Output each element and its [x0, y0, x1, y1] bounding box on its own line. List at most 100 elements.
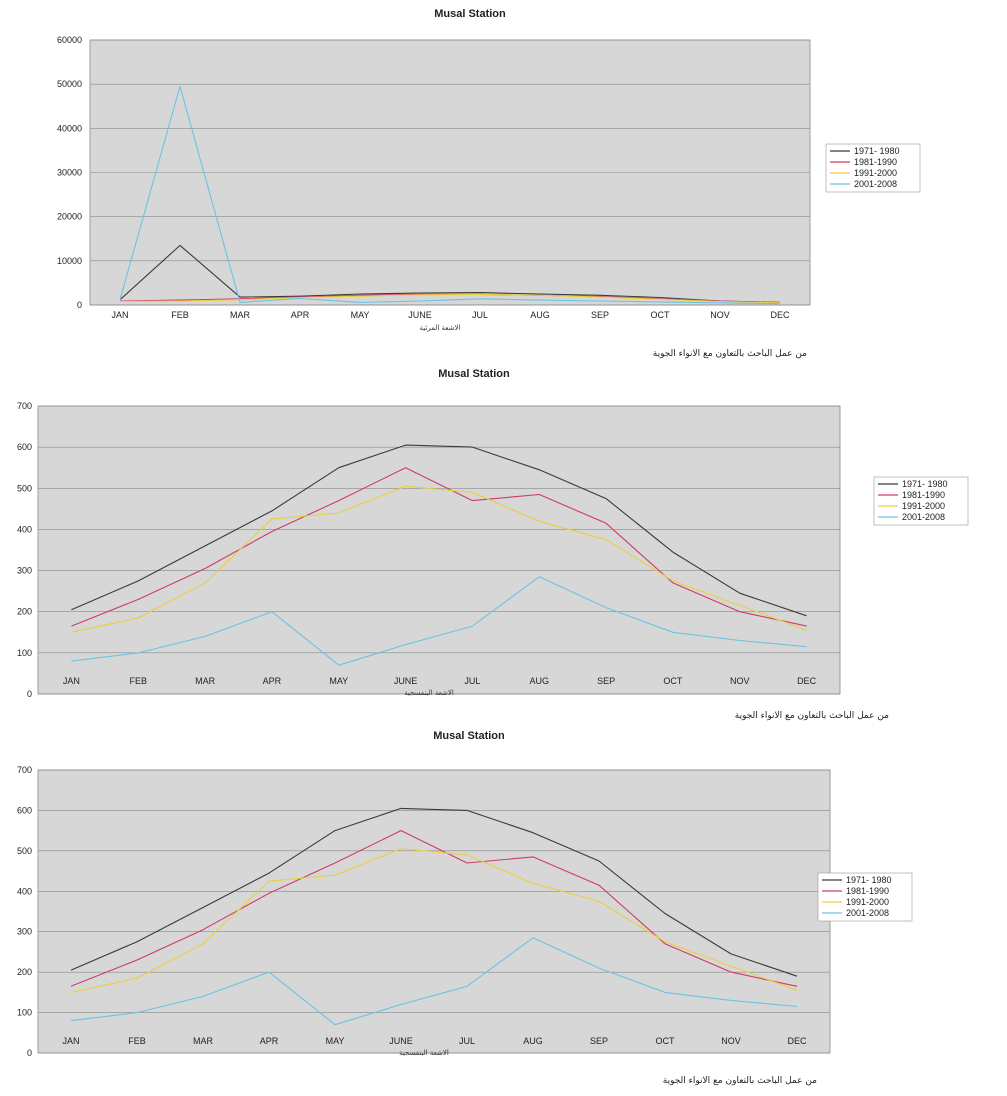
legend-label: 1971- 1980 [846, 875, 892, 885]
x-tick-label: JUNE [389, 1036, 413, 1046]
x-tick-label: JAN [63, 676, 80, 686]
x-tick-label: JUNE [394, 676, 418, 686]
y-tick-label: 20000 [57, 212, 82, 222]
x-tick-label: MAR [193, 1036, 214, 1046]
x-tick-label: NOV [721, 1036, 741, 1046]
y-tick-label: 0 [27, 1048, 32, 1058]
series-line [70, 848, 798, 993]
x-tick-label: APR [291, 310, 310, 320]
legend-label: 1981-1990 [846, 886, 889, 896]
x-tick-label: APR [263, 676, 282, 686]
chart-title: Musal Station [434, 8, 506, 20]
x-tick-label: JAN [111, 310, 128, 320]
y-tick-label: 30000 [57, 168, 82, 178]
series-line [70, 937, 798, 1026]
x-tick-label: APR [260, 1036, 279, 1046]
x-tick-label: NOV [730, 676, 750, 686]
series-line [71, 444, 807, 617]
series-line [70, 830, 798, 987]
x-tick-label: JAN [62, 1036, 79, 1046]
y-tick-label: 700 [17, 401, 32, 411]
x-tick-label: JUL [464, 676, 480, 686]
x-axis-label: الاشعة البنفسجية [399, 1049, 449, 1057]
x-tick-label: MAY [326, 1036, 345, 1046]
legend-label: 1981-1990 [902, 490, 945, 500]
legend-label: 1991-2000 [846, 897, 889, 907]
x-tick-label: MAR [195, 676, 216, 686]
series-line [119, 293, 781, 304]
x-axis-label: الاشعة البنفسجية [404, 689, 454, 697]
legend-label: 1981-1990 [854, 157, 897, 167]
y-tick-label: 0 [27, 689, 32, 699]
y-tick-label: 10000 [57, 256, 82, 266]
chart-panel-2: Musal Station 0 100 200 300 400 500 600 700 JAN FE… [0, 362, 1007, 724]
y-tick-label: 300 [17, 566, 32, 576]
chart-3: Musal Station 0 100 200 300 400 500 600 700 JAN FE… [17, 730, 913, 1058]
x-tick-label: SEP [597, 676, 615, 686]
x-tick-label: DEC [797, 676, 817, 686]
x-tick-label: OCT [663, 676, 683, 686]
x-tick-label: FEB [128, 1036, 146, 1046]
legend-label: 2001-2008 [854, 179, 897, 189]
x-tick-label: OCT [651, 310, 671, 320]
x-tick-label: DEC [787, 1036, 807, 1046]
chart-1: Musal Station 0 10000 20000 30000 40000 50000 6… [57, 8, 921, 332]
x-tick-label: JUL [459, 1036, 475, 1046]
y-tick-label: 40000 [57, 123, 82, 133]
x-tick-label: JUNE [408, 310, 432, 320]
x-tick-label: AUG [529, 676, 549, 686]
y-tick-label: 400 [17, 886, 32, 896]
plot-area [37, 405, 841, 695]
y-tick-label: 500 [17, 483, 32, 493]
series-line [119, 244, 781, 303]
x-tick-label: SEP [590, 1036, 608, 1046]
legend-label: 2001-2008 [846, 908, 889, 918]
y-tick-label: 100 [17, 1008, 32, 1018]
source-note: من عمل الباحث بالتعاون مع الانواء الجوية [734, 711, 889, 721]
series-line [71, 485, 807, 633]
x-tick-label: MAY [329, 676, 348, 686]
y-tick-label: 60000 [57, 35, 82, 45]
x-tick-label: MAR [230, 310, 251, 320]
series-line [71, 576, 807, 666]
y-tick-label: 700 [17, 765, 32, 775]
legend-label: 1991-2000 [854, 168, 897, 178]
chart-title: Musal Station [438, 368, 510, 380]
chart-panel-3: Musal Station 0 100 200 300 400 500 600 700 JAN FE… [0, 724, 1007, 1096]
plot-area [37, 769, 831, 1054]
y-tick-label: 0 [77, 300, 82, 310]
x-tick-label: FEB [171, 310, 189, 320]
y-tick-label: 200 [17, 967, 32, 977]
source-note: من عمل الباحث بالتعاون مع الانواء الجوية [652, 349, 807, 359]
x-tick-label: NOV [710, 310, 730, 320]
x-tick-label: SEP [591, 310, 609, 320]
legend-label: 1991-2000 [902, 501, 945, 511]
series-line [71, 467, 807, 627]
x-tick-label: DEC [770, 310, 790, 320]
x-tick-label: AUG [530, 310, 550, 320]
chart-title: Musal Station [433, 730, 505, 742]
y-tick-label: 400 [17, 524, 32, 534]
series-line [119, 85, 781, 305]
x-tick-label: JUL [472, 310, 488, 320]
x-tick-label: MAY [351, 310, 370, 320]
legend-label: 2001-2008 [902, 512, 945, 522]
legend-label: 1971- 1980 [854, 146, 900, 156]
source-note: من عمل الباحث بالتعاون مع الانواء الجوية [662, 1076, 817, 1086]
y-tick-label: 100 [17, 648, 32, 658]
legend-label: 1971- 1980 [902, 479, 948, 489]
y-tick-label: 600 [17, 442, 32, 452]
y-tick-label: 200 [17, 607, 32, 617]
y-tick-label: 500 [17, 846, 32, 856]
series-line [70, 807, 798, 977]
x-axis-label: الاشعة المرئية [420, 324, 461, 332]
chart-2: Musal Station 0 100 200 300 400 500 600 700 JAN FE… [17, 368, 969, 699]
x-tick-label: FEB [129, 676, 147, 686]
chart-panel-1: Musal Station 0 10000 20000 30000 40000 50000 6… [0, 0, 1007, 362]
x-tick-label: OCT [656, 1036, 676, 1046]
y-tick-label: 50000 [57, 79, 82, 89]
y-tick-label: 300 [17, 927, 32, 937]
